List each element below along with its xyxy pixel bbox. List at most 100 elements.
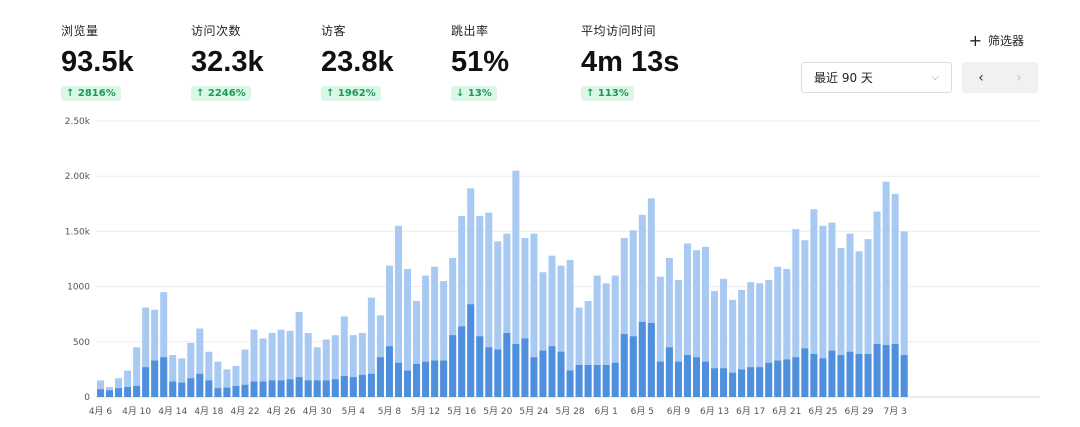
- bar-visits[interactable]: [539, 350, 547, 397]
- bar-pageviews[interactable]: [729, 299, 737, 397]
- bar-pageviews[interactable]: [431, 266, 439, 397]
- bar-visits[interactable]: [331, 379, 339, 397]
- bar-pageviews[interactable]: [620, 238, 628, 397]
- bar-visits[interactable]: [711, 368, 719, 397]
- bar-pageviews[interactable]: [241, 349, 249, 397]
- bar-pageviews[interactable]: [602, 283, 610, 397]
- bar-pageviews[interactable]: [765, 279, 773, 397]
- bar-pageviews[interactable]: [449, 257, 457, 397]
- bar-visits[interactable]: [683, 355, 691, 397]
- bar-pageviews[interactable]: [413, 300, 421, 397]
- bar-pageviews[interactable]: [503, 233, 511, 397]
- bar-visits[interactable]: [882, 345, 890, 397]
- bar-visits[interactable]: [97, 389, 104, 397]
- bar-pageviews[interactable]: [900, 231, 908, 397]
- date-range-select[interactable]: 最近 90 天 ⌵: [801, 62, 952, 93]
- bar-visits[interactable]: [223, 387, 231, 397]
- bar-pageviews[interactable]: [530, 233, 538, 397]
- bar-pageviews[interactable]: [864, 239, 872, 397]
- bar-visits[interactable]: [756, 367, 764, 397]
- bar-pageviews[interactable]: [205, 351, 213, 397]
- bar-visits[interactable]: [557, 351, 565, 397]
- bar-pageviews[interactable]: [521, 238, 529, 397]
- bar-pageviews[interactable]: [151, 309, 159, 397]
- bar-pageviews[interactable]: [611, 275, 619, 397]
- bar-pageviews[interactable]: [584, 300, 592, 397]
- bar-pageviews[interactable]: [692, 250, 700, 397]
- bar-visits[interactable]: [521, 338, 529, 397]
- bar-visits[interactable]: [494, 349, 502, 397]
- bar-pageviews[interactable]: [385, 265, 393, 397]
- bar-visits[interactable]: [259, 381, 267, 397]
- bar-visits[interactable]: [819, 358, 827, 397]
- bar-visits[interactable]: [620, 334, 628, 397]
- bar-pageviews[interactable]: [629, 230, 637, 397]
- bar-pageviews[interactable]: [683, 243, 691, 397]
- bar-visits[interactable]: [485, 347, 493, 397]
- bar-visits[interactable]: [106, 390, 114, 397]
- bar-pageviews[interactable]: [476, 215, 484, 397]
- bar-visits[interactable]: [747, 367, 755, 397]
- bar-pageviews[interactable]: [313, 347, 321, 397]
- bar-pageviews[interactable]: [638, 214, 646, 397]
- bar-pageviews[interactable]: [331, 335, 339, 397]
- bar-visits[interactable]: [900, 355, 908, 397]
- bar-visits[interactable]: [304, 380, 312, 397]
- bar-pageviews[interactable]: [485, 212, 493, 397]
- bar-visits[interactable]: [241, 384, 249, 397]
- bar-pageviews[interactable]: [124, 370, 132, 397]
- bar-pageviews[interactable]: [575, 307, 583, 397]
- next-period-button[interactable]: ›: [1000, 62, 1038, 93]
- previous-period-button[interactable]: ‹: [962, 62, 1000, 93]
- bar-visits[interactable]: [738, 369, 746, 397]
- bar-pageviews[interactable]: [322, 339, 330, 397]
- bar-visits[interactable]: [566, 370, 574, 397]
- bar-pageviews[interactable]: [846, 233, 854, 397]
- bar-pageviews[interactable]: [810, 209, 818, 397]
- metric-visits[interactable]: 访问次数 32.3k ↑ 2246%: [191, 22, 264, 101]
- bar-visits[interactable]: [169, 381, 177, 397]
- bar-pageviews[interactable]: [133, 347, 141, 397]
- bar-pageviews[interactable]: [394, 225, 402, 397]
- bar-visits[interactable]: [801, 348, 809, 397]
- bar-pageviews[interactable]: [656, 276, 664, 397]
- bar-pageviews[interactable]: [268, 332, 276, 397]
- bar-pageviews[interactable]: [828, 222, 836, 397]
- bar-visits[interactable]: [142, 367, 150, 397]
- bar-visits[interactable]: [404, 370, 412, 397]
- bar-pageviews[interactable]: [422, 275, 430, 397]
- bar-visits[interactable]: [151, 360, 159, 397]
- bar-pageviews[interactable]: [494, 241, 502, 397]
- bar-visits[interactable]: [647, 323, 655, 397]
- bar-pageviews[interactable]: [358, 332, 366, 397]
- bar-pageviews[interactable]: [286, 330, 294, 397]
- bar-visits[interactable]: [358, 374, 366, 397]
- bar-pageviews[interactable]: [873, 211, 881, 397]
- bar-pageviews[interactable]: [647, 198, 655, 397]
- bar-pageviews[interactable]: [738, 289, 746, 397]
- bar-visits[interactable]: [828, 350, 836, 397]
- bar-visits[interactable]: [178, 382, 186, 397]
- bar-pageviews[interactable]: [674, 279, 682, 397]
- bar-visits[interactable]: [133, 385, 141, 397]
- bar-visits[interactable]: [205, 380, 213, 397]
- bar-visits[interactable]: [729, 372, 737, 397]
- bar-visits[interactable]: [665, 347, 673, 397]
- bar-visits[interactable]: [512, 344, 520, 397]
- bar-pageviews[interactable]: [232, 366, 240, 397]
- bar-pageviews[interactable]: [160, 292, 168, 397]
- bar-visits[interactable]: [467, 304, 475, 397]
- bar-visits[interactable]: [837, 355, 845, 397]
- bar-pageviews[interactable]: [223, 369, 231, 397]
- bar-visits[interactable]: [340, 376, 348, 397]
- bar-visits[interactable]: [124, 387, 132, 397]
- bar-visits[interactable]: [413, 363, 421, 397]
- bar-visits[interactable]: [160, 357, 168, 397]
- bar-pageviews[interactable]: [214, 361, 222, 397]
- bar-visits[interactable]: [440, 360, 448, 397]
- bar-visits[interactable]: [629, 336, 637, 397]
- bar-visits[interactable]: [692, 357, 700, 397]
- bar-visits[interactable]: [593, 364, 601, 397]
- bar-visits[interactable]: [385, 346, 393, 397]
- bar-pageviews[interactable]: [97, 380, 104, 397]
